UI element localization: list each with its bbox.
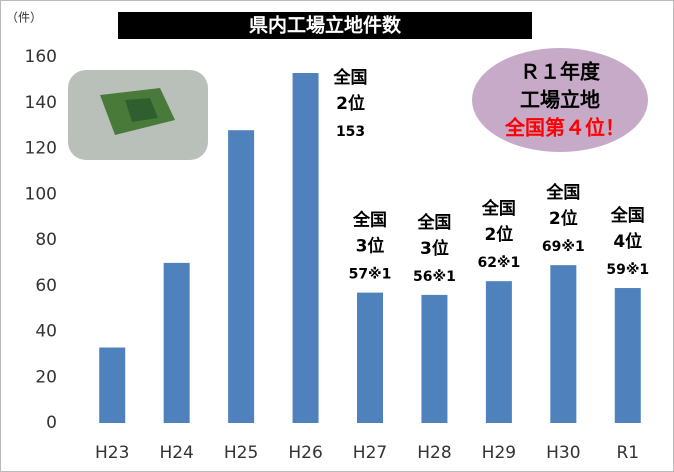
rank-label: 全国: [416, 212, 451, 233]
value-label: 153: [336, 124, 365, 140]
photo: [68, 70, 208, 160]
rank-label: 2位: [336, 93, 365, 114]
x-tick-label: H25: [224, 443, 258, 463]
rank-label: 全国: [333, 67, 368, 88]
callout-line: 工場立地: [520, 88, 600, 112]
value-label: 62※1: [477, 255, 520, 271]
rank-label: 2位: [549, 208, 578, 229]
rank-label: 全国: [481, 198, 516, 219]
y-tick-label: 160: [25, 47, 57, 67]
rank-label: 2位: [484, 224, 513, 245]
value-label: 56※1: [413, 269, 456, 285]
chart-title: 県内工場立地件数: [249, 14, 402, 37]
y-tick-label: 80: [35, 230, 57, 250]
rank-label: 3位: [420, 238, 449, 259]
y-tick-label: 0: [46, 413, 57, 433]
x-tick-label: H24: [159, 443, 193, 463]
y-tick-label: 60: [35, 276, 57, 296]
y-unit: （件）: [6, 11, 42, 25]
x-tick-label: H28: [417, 443, 451, 463]
bar: [421, 295, 447, 423]
bar: [164, 263, 190, 423]
value-label: 59※1: [606, 262, 649, 278]
bar: [486, 281, 512, 423]
value-label: 69※1: [542, 239, 585, 255]
bar: [293, 73, 319, 423]
bar: [99, 348, 125, 423]
x-tick-label: H26: [288, 443, 322, 463]
y-tick-label: 100: [25, 184, 57, 204]
chart: 県内工場立地件数 （件） Ｒ１年度 工場立地 全国第４位！ 0 20 40 60 80 1…: [0, 0, 674, 472]
rank-label: 4位: [613, 231, 642, 252]
callout-line: Ｒ１年度: [520, 60, 601, 84]
bar: [615, 288, 641, 423]
rank-label: 全国: [610, 205, 645, 226]
x-tick-label: H30: [546, 443, 580, 463]
rank-label: 3位: [356, 236, 385, 257]
rank-label: 全国: [545, 182, 580, 203]
bar: [357, 293, 383, 423]
value-label: 57※1: [349, 267, 392, 283]
x-tick-label: H29: [482, 443, 516, 463]
y-tick-label: 140: [25, 93, 57, 113]
x-tick-label: H27: [353, 443, 387, 463]
y-tick-label: 20: [35, 367, 57, 387]
bar: [228, 130, 254, 423]
rank-label: 全国: [352, 210, 387, 231]
x-tick-label: H23: [95, 443, 129, 463]
callout-line: 全国第４位！: [504, 116, 625, 140]
bar: [550, 265, 576, 423]
x-tick-label: R1: [616, 443, 639, 463]
y-tick-label: 120: [25, 139, 57, 159]
y-tick-label: 40: [35, 322, 57, 342]
